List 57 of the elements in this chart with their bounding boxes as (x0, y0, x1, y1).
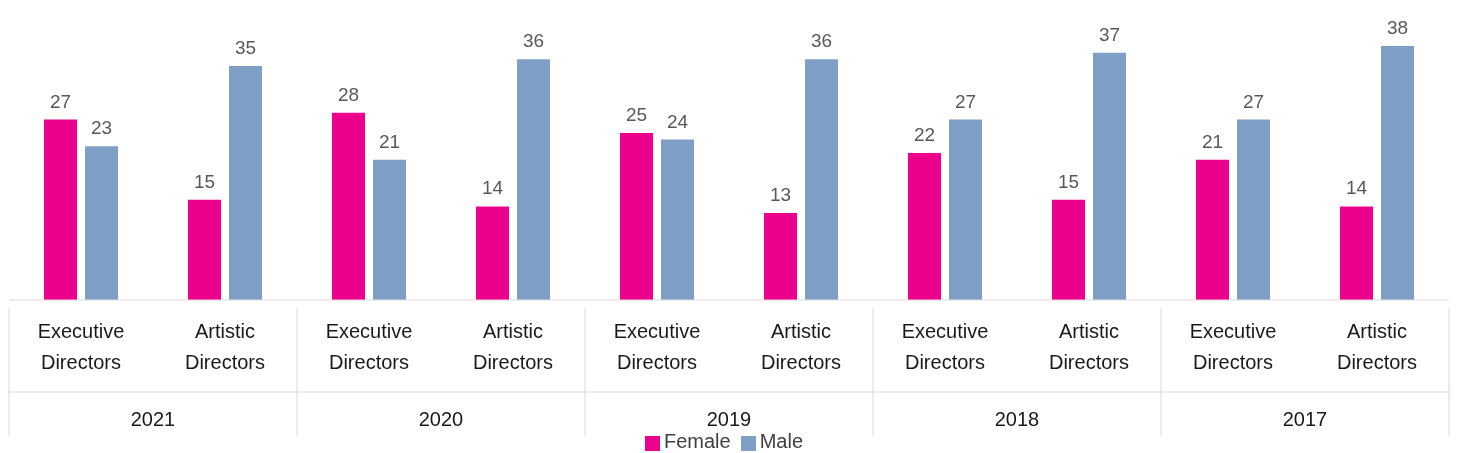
text: 2018 (994, 408, 1040, 430)
data-label: 36 (522, 30, 545, 52)
legend-label: Female (663, 430, 731, 452)
bar (85, 146, 118, 300)
data-label: 15 (1057, 170, 1080, 192)
bar (1093, 52, 1126, 300)
x-tick-label: Executive Directors (901, 320, 989, 373)
data-label: 37 (1098, 23, 1121, 45)
data-label: 24 (666, 110, 689, 132)
bar (476, 206, 509, 300)
x-tick-label: Executive Directors (325, 320, 413, 373)
text: 2019 (706, 408, 752, 430)
x-tick-label: Artistic Directors (1336, 320, 1418, 373)
data-label: 15 (193, 170, 216, 192)
bar (1381, 46, 1414, 300)
data-label: 21 (378, 130, 401, 152)
data-label: 27 (1242, 90, 1265, 112)
bar (1052, 199, 1085, 300)
bar (332, 112, 365, 300)
bar (805, 59, 838, 300)
bar (1340, 206, 1373, 300)
bar (517, 59, 550, 300)
bar (373, 159, 406, 300)
data-label: 27 (49, 90, 72, 112)
data-label: 25 (625, 103, 648, 125)
legend-label: Male (759, 430, 804, 452)
bar (661, 139, 694, 300)
bar (764, 213, 797, 300)
data-label: 27 (954, 90, 977, 112)
data-label: 14 (1345, 177, 1368, 199)
bar (1237, 119, 1270, 300)
data-label: 22 (913, 123, 936, 145)
data-label: 35 (234, 37, 257, 59)
data-label: 28 (337, 83, 360, 105)
x-tick-label: Executive Directors (1189, 320, 1277, 373)
bar (949, 119, 982, 300)
text: 2020 (418, 408, 464, 430)
bar (620, 132, 653, 300)
bar (188, 199, 221, 300)
text: 2021 (130, 408, 176, 430)
data-label: 38 (1386, 17, 1409, 38)
x-tick-label: Executive Directors (37, 320, 125, 373)
data-label: 13 (769, 184, 792, 206)
x-tick-label: Artistic Directors (184, 320, 266, 373)
data-label: 21 (1201, 130, 1224, 152)
x-tick-label: Artistic Directors (760, 320, 842, 373)
x-tick-label: Executive Directors (613, 320, 701, 373)
text: 2017 (1282, 408, 1328, 430)
data-label: 14 (481, 177, 504, 199)
bar (44, 119, 77, 300)
x-tick-label: Artistic Directors (472, 320, 554, 373)
x-tick-label: Artistic Directors (1048, 320, 1130, 373)
bar (229, 66, 262, 300)
data-label: 23 (90, 117, 113, 139)
bar (1196, 159, 1229, 300)
bar (908, 152, 941, 300)
data-label: 36 (810, 30, 833, 52)
